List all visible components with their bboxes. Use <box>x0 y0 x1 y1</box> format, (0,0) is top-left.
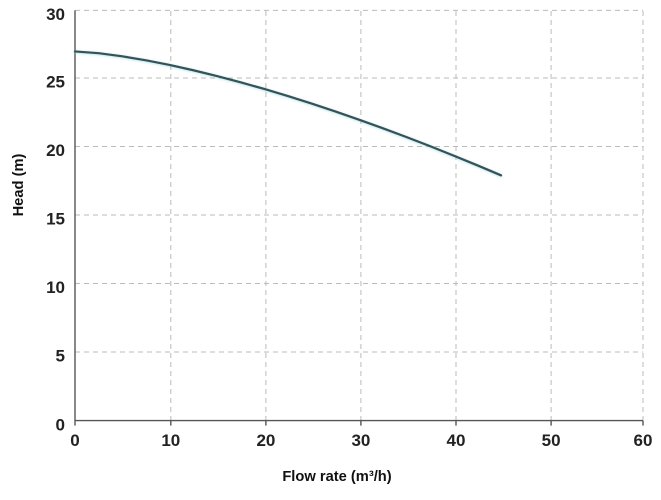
svg-text:0: 0 <box>56 416 65 435</box>
svg-text:60: 60 <box>634 431 653 450</box>
svg-text:25: 25 <box>46 73 65 92</box>
svg-text:0: 0 <box>70 431 79 450</box>
svg-text:5: 5 <box>56 347 65 366</box>
svg-text:Head (m): Head (m) <box>11 153 27 216</box>
svg-text:30: 30 <box>46 5 65 24</box>
svg-text:20: 20 <box>256 431 275 450</box>
svg-text:50: 50 <box>542 431 561 450</box>
svg-text:10: 10 <box>161 431 180 450</box>
svg-text:10: 10 <box>46 278 65 297</box>
svg-text:Flow rate (m³/h): Flow rate (m³/h) <box>282 469 391 485</box>
svg-text:40: 40 <box>447 431 466 450</box>
svg-text:15: 15 <box>46 210 65 229</box>
svg-text:20: 20 <box>46 141 65 160</box>
svg-text:30: 30 <box>351 431 370 450</box>
